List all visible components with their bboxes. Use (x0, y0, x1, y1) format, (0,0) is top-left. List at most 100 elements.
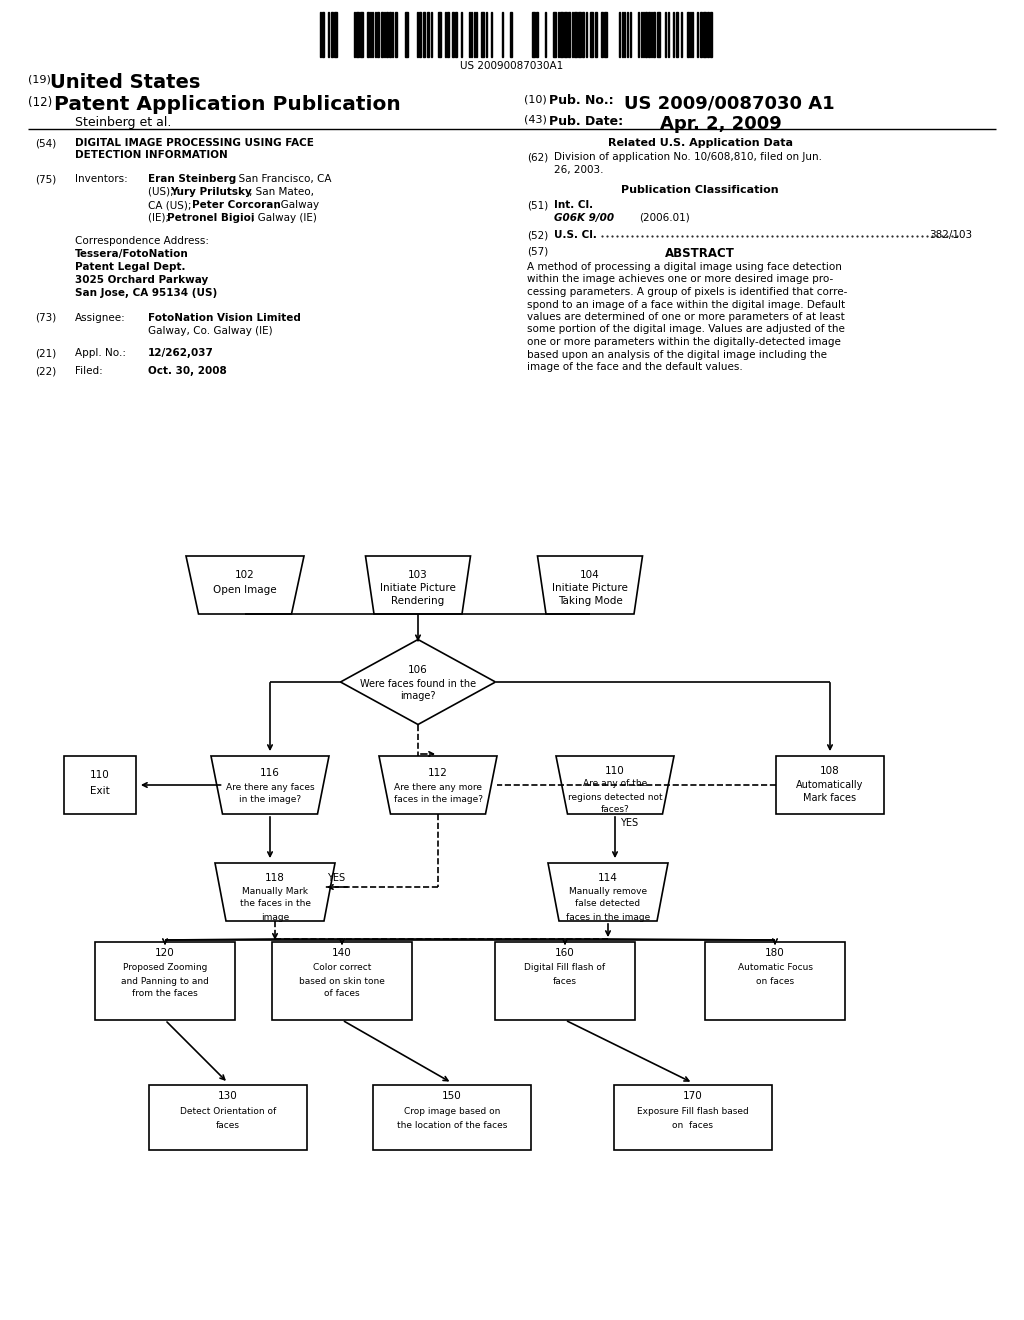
Text: Peter Corcoran: Peter Corcoran (193, 201, 281, 210)
Text: Related U.S. Application Data: Related U.S. Application Data (607, 139, 793, 148)
Text: faces in the image?: faces in the image? (393, 796, 482, 804)
Text: Proposed Zooming: Proposed Zooming (123, 964, 207, 973)
Text: US 20090087030A1: US 20090087030A1 (461, 61, 563, 71)
Text: CA (US);: CA (US); (148, 201, 195, 210)
Bar (553, 12, 556, 57)
Text: Petronel Bigioi: Petronel Bigioi (167, 213, 255, 223)
Text: 116: 116 (260, 768, 280, 777)
Text: faces: faces (553, 977, 577, 986)
Bar (595, 12, 597, 57)
Text: Appl. No.:: Appl. No.: (75, 348, 126, 358)
Text: image?: image? (400, 690, 436, 701)
Text: 26, 2003.: 26, 2003. (554, 165, 603, 176)
Text: (73): (73) (35, 313, 56, 323)
Bar (360, 12, 362, 57)
Bar (395, 12, 397, 57)
Text: Mark faces: Mark faces (804, 793, 856, 803)
Text: Are any of the: Are any of the (583, 780, 647, 788)
Bar (356, 12, 359, 57)
Bar (578, 12, 581, 57)
Text: based upon an analysis of the digital image including the: based upon an analysis of the digital im… (527, 350, 827, 359)
Text: Initiate Picture: Initiate Picture (552, 583, 628, 593)
Bar (687, 12, 689, 57)
Text: 112: 112 (428, 768, 447, 777)
Bar (386, 12, 388, 57)
Text: San Jose, CA 95134 (US): San Jose, CA 95134 (US) (75, 288, 217, 298)
Bar (481, 12, 484, 57)
Text: US 2009/0087030 A1: US 2009/0087030 A1 (624, 94, 835, 112)
Bar (574, 12, 577, 57)
Bar (536, 12, 538, 57)
Bar (495, 942, 635, 1020)
Text: 108: 108 (820, 766, 840, 776)
Text: the faces in the: the faces in the (240, 899, 310, 908)
Text: Assignee:: Assignee: (75, 313, 126, 323)
Text: G06K 9/00: G06K 9/00 (554, 213, 614, 223)
Text: , San Francisco, CA: , San Francisco, CA (232, 174, 332, 183)
Text: DETECTION INFORMATION: DETECTION INFORMATION (75, 150, 227, 160)
Text: Rendering: Rendering (391, 597, 444, 606)
Bar (452, 12, 454, 57)
Bar (150, 1085, 307, 1150)
Text: 104: 104 (581, 570, 600, 579)
Text: Automatically: Automatically (797, 780, 863, 789)
Text: one or more parameters within the digitally-detected image: one or more parameters within the digita… (527, 337, 841, 347)
Text: 180: 180 (765, 948, 784, 958)
Bar (427, 12, 429, 57)
Text: false detected: false detected (575, 899, 641, 908)
Bar (560, 12, 563, 57)
Text: (US);: (US); (148, 187, 177, 197)
Polygon shape (538, 556, 642, 614)
Bar (676, 12, 678, 57)
Text: YES: YES (620, 818, 638, 828)
Text: Are there any more: Are there any more (394, 783, 482, 792)
Text: spond to an image of a face within the digital image. Default: spond to an image of a face within the d… (527, 300, 845, 309)
Text: (62): (62) (527, 152, 548, 162)
Text: of faces: of faces (325, 990, 359, 998)
Bar (604, 12, 607, 57)
Text: Filed:: Filed: (75, 366, 102, 376)
Polygon shape (215, 863, 335, 921)
Text: and Panning to and: and Panning to and (121, 977, 209, 986)
Text: faces: faces (216, 1121, 240, 1130)
Text: (10): (10) (524, 94, 550, 104)
Text: Are there any faces: Are there any faces (225, 783, 314, 792)
Text: Were faces found in the: Were faces found in the (360, 678, 476, 689)
Text: on faces: on faces (756, 977, 794, 986)
Text: (57): (57) (527, 247, 548, 257)
Polygon shape (556, 756, 674, 814)
Text: 382/103: 382/103 (929, 230, 972, 240)
Text: Automatic Focus: Automatic Focus (737, 964, 812, 973)
Bar (373, 1085, 531, 1150)
Bar (331, 12, 333, 57)
Bar (447, 12, 449, 57)
Bar (438, 12, 441, 57)
Text: 114: 114 (598, 873, 617, 883)
Text: Patent Legal Dept.: Patent Legal Dept. (75, 261, 185, 272)
Bar (653, 12, 655, 57)
Polygon shape (379, 756, 497, 814)
Text: , Galway: , Galway (274, 201, 319, 210)
Text: 102: 102 (236, 570, 255, 579)
Text: some portion of the digital image. Values are adjusted of the: some portion of the digital image. Value… (527, 325, 845, 334)
Bar (564, 12, 567, 57)
Text: (22): (22) (35, 366, 56, 376)
Bar (334, 12, 337, 57)
Bar (657, 12, 660, 57)
Text: Crop image based on: Crop image based on (403, 1107, 500, 1117)
Bar (272, 942, 412, 1020)
Text: (12): (12) (28, 96, 56, 110)
Bar (707, 12, 709, 57)
Text: Pub. Date:: Pub. Date: (549, 115, 624, 128)
Text: faces?: faces? (601, 805, 630, 814)
Polygon shape (186, 556, 304, 614)
Bar (532, 12, 535, 57)
Text: 170: 170 (683, 1092, 702, 1101)
Text: based on skin tone: based on skin tone (299, 977, 385, 986)
Text: 120: 120 (155, 948, 175, 958)
Text: Detect Orientation of: Detect Orientation of (180, 1107, 276, 1117)
Text: 150: 150 (442, 1092, 462, 1101)
Text: 110: 110 (605, 766, 625, 776)
Text: , Galway (IE): , Galway (IE) (251, 213, 316, 223)
Bar (510, 12, 512, 57)
